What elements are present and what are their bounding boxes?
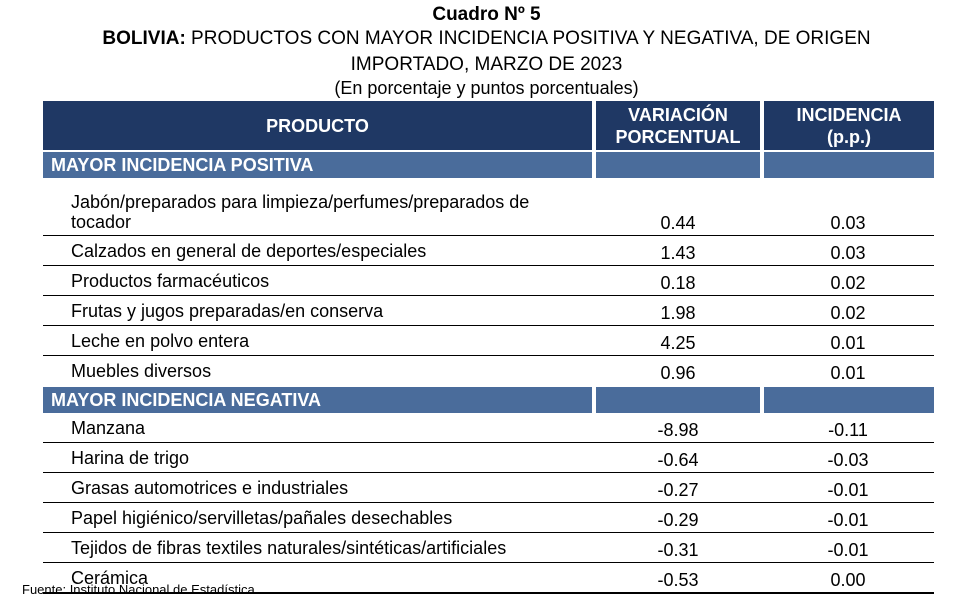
table-row: Manzana -8.98 -0.11 [43,413,934,443]
variation-cell: -0.27 [594,472,762,503]
incidence-cell: -0.11 [762,413,934,443]
table-units: (En porcentaje y puntos porcentuales) [334,78,639,98]
section-label: MAYOR INCIDENCIA NEGATIVA [43,385,596,413]
table-row: Jabón/preparados para limpieza/perfumes/… [43,178,934,236]
incidence-cell: 0.03 [762,178,934,236]
variation-cell: 4.25 [594,325,762,356]
variation-cell: 0.18 [594,265,762,296]
table-row: Papel higiénico/servilletas/pañales dese… [43,502,934,533]
variation-cell: 0.44 [594,178,762,236]
header-incidence: INCIDENCIA (p.p.) [762,101,934,151]
table-row: Harina de trigo -0.64 -0.03 [43,442,934,473]
variation-cell: -0.31 [594,532,762,563]
product-cell: Leche en polvo entera [43,325,594,356]
table-row: Leche en polvo entera 4.25 0.01 [43,325,934,356]
product-cell: Grasas automotrices e industriales [43,472,594,503]
product-cell: Cerámica [43,562,594,594]
section-row-negative: MAYOR INCIDENCIA NEGATIVA [43,385,934,413]
section-cell [762,150,934,178]
incidence-cell: -0.03 [762,442,934,473]
product-cell: Harina de trigo [43,442,594,473]
incidence-table: PRODUCTO VARIACIÓN PORCENTUAL INCIDENCIA(… [43,101,934,594]
country-label: BOLIVIA: [102,28,186,49]
table-title-line-2: IMPORTADO, MARZO DE 2023 [350,54,623,75]
section-cell [594,385,764,413]
incidence-cell: 0.02 [762,295,934,326]
incidence-cell: -0.01 [762,532,934,563]
section-cell [594,150,764,178]
section-row-positive: MAYOR INCIDENCIA POSITIVA [43,150,934,178]
product-cell: Calzados en general de deportes/especial… [43,235,594,266]
incidence-cell: -0.01 [762,472,934,503]
incidence-cell: 0.00 [762,562,934,594]
variation-cell: 0.96 [594,355,762,387]
product-cell: Tejidos de fibras textiles naturales/sin… [43,532,594,563]
header-variation: VARIACIÓN PORCENTUAL [594,101,764,151]
incidence-cell: -0.01 [762,502,934,533]
title-text: PRODUCTOS CON MAYOR INCIDENCIA POSITIVA … [185,28,871,49]
variation-cell: 1.98 [594,295,762,326]
product-cell: Manzana [43,413,594,443]
header-row: PRODUCTO VARIACIÓN PORCENTUAL INCIDENCIA(… [43,101,934,151]
table-row: Tejidos de fibras textiles naturales/sin… [43,532,934,563]
section-cell [762,385,934,413]
table-row: Productos farmacéuticos 0.18 0.02 [43,265,934,296]
variation-cell: -0.64 [594,442,762,473]
product-cell: Frutas y jugos preparadas/en conserva [43,295,594,326]
product-cell: Productos farmacéuticos [43,265,594,296]
incidence-cell: 0.02 [762,265,934,296]
table-row: Grasas automotrices e industriales -0.27-… [43,472,934,503]
table-number: Cuadro Nº 5 [432,4,541,25]
section-label: MAYOR INCIDENCIA POSITIVA [43,150,596,178]
header-product: PRODUCTO [43,101,596,151]
incidence-cell: 0.03 [762,235,934,266]
variation-cell: -0.53 [594,562,762,594]
incidence-cell: 0.01 [762,355,934,387]
table-row: Frutas y jugos preparadas/en conserva 1.9… [43,295,934,326]
product-cell: Jabón/preparados para limpieza/perfumes/… [43,178,594,236]
variation-cell: 1.43 [594,235,762,266]
table-row: Muebles diversos 0.96 0.01 [43,355,934,387]
table-row: Cerámica -0.53 0.00 [43,562,934,594]
product-cell: Papel higiénico/servilletas/pañales dese… [43,502,594,533]
table-title-line-1: BOLIVIA: PRODUCTOS CON MAYOR INCIDENCIA … [0,27,973,51]
table-row: Calzados en general de deportes/especial… [43,235,934,266]
variation-cell: -8.98 [594,413,762,443]
source-note: Fuente: Instituto Nacional de Estadístic… [22,582,255,597]
incidence-cell: 0.01 [762,325,934,356]
variation-cell: -0.29 [594,502,762,533]
product-cell: Muebles diversos [43,355,594,387]
